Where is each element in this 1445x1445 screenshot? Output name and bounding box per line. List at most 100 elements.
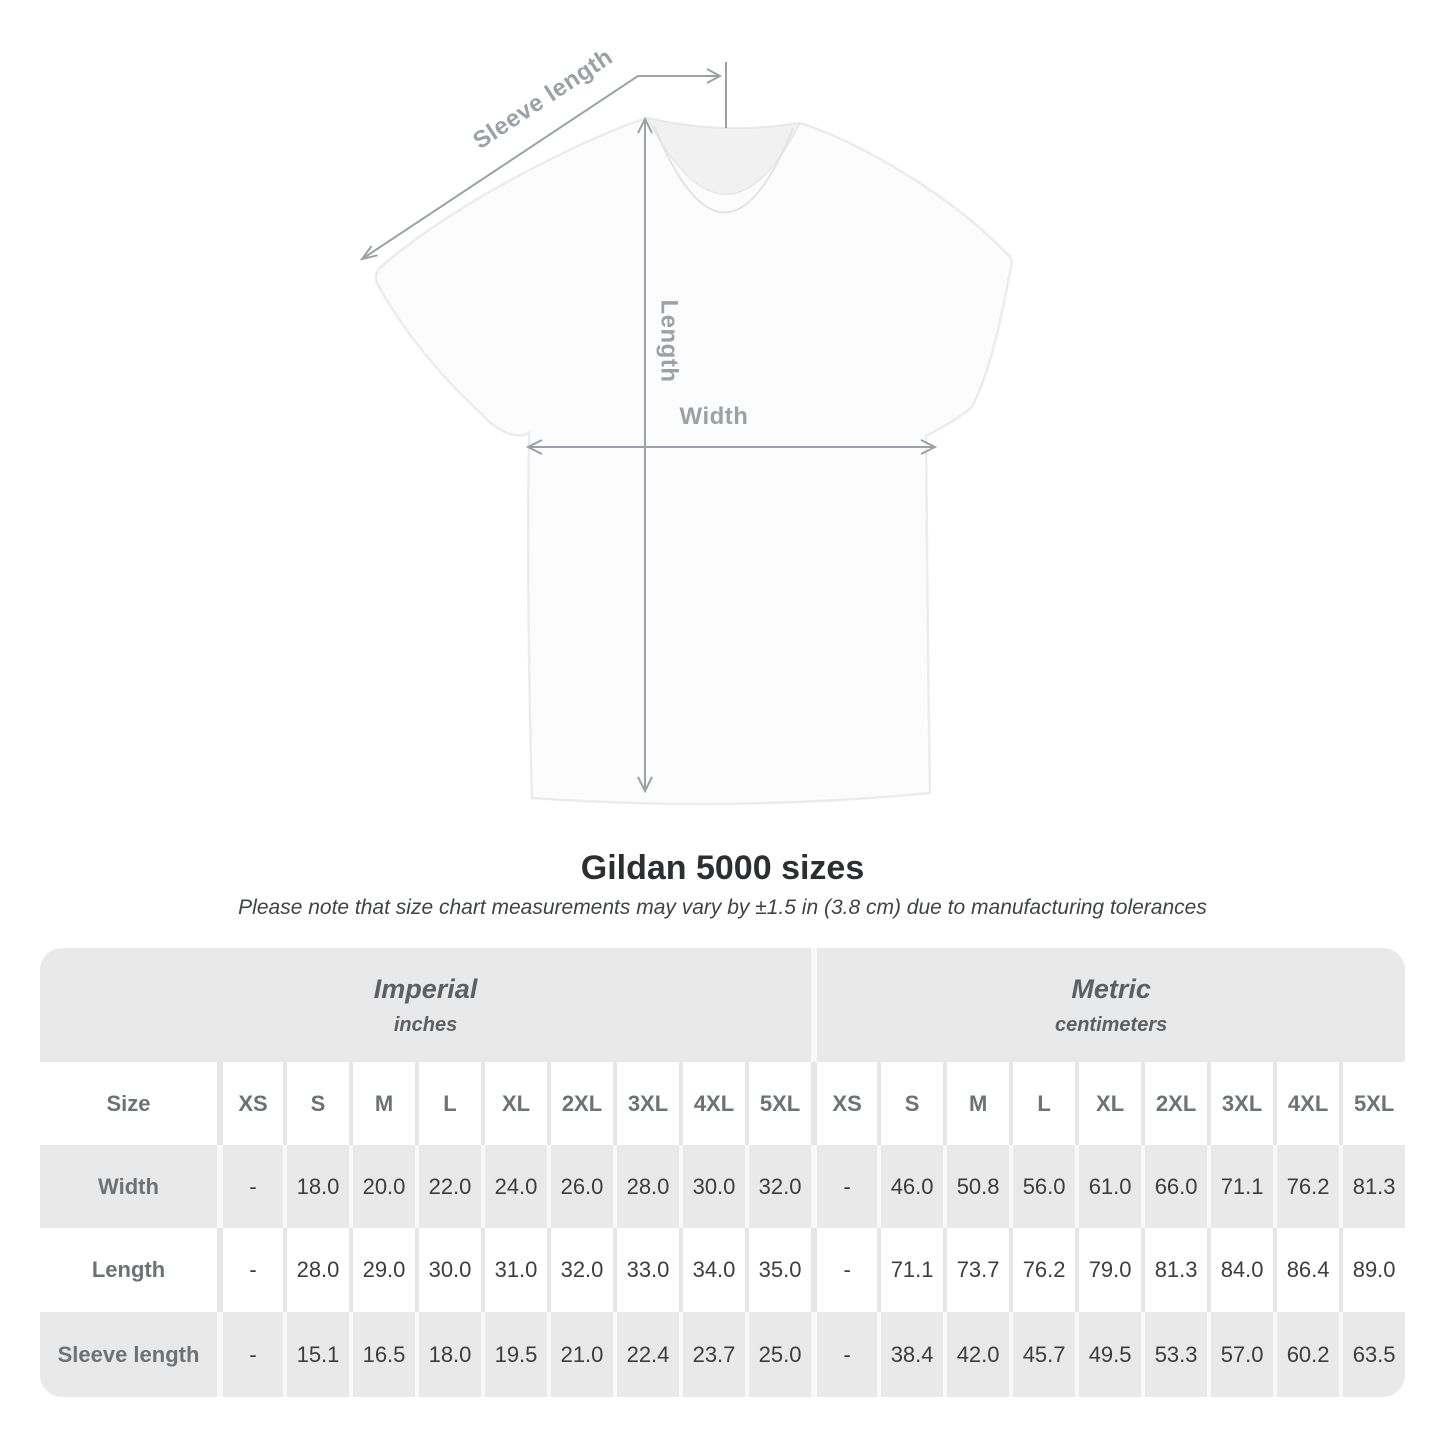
sleeve-length-value: 38.4 (877, 1312, 944, 1397)
size-col-header: XS (811, 1062, 878, 1145)
sleeve-length-value: - (217, 1312, 283, 1397)
length-value: 35.0 (745, 1228, 812, 1312)
sleeve-length-value: 21.0 (547, 1312, 613, 1397)
collar-band-seam (653, 125, 794, 214)
imperial-group-header: Imperial inches (40, 948, 812, 1062)
length-value: 71.1 (877, 1228, 944, 1312)
sleeve-length-row: Sleeve length - 15.1 16.5 18.0 19.5 21.0… (40, 1312, 1405, 1397)
length-value: 32.0 (547, 1228, 613, 1312)
length-value: 84.0 (1207, 1228, 1274, 1312)
sleeve-length-value: 49.5 (1075, 1312, 1142, 1397)
length-row: Length - 28.0 29.0 30.0 31.0 32.0 33.0 3… (40, 1228, 1405, 1312)
size-col-header: XS (217, 1062, 283, 1145)
imperial-label: Imperial (373, 973, 478, 1004)
width-value: 24.0 (481, 1145, 547, 1228)
length-value: 79.0 (1075, 1228, 1142, 1312)
width-label: Width (680, 403, 749, 430)
size-col-header: L (415, 1062, 481, 1145)
sleeve-length-value: 25.0 (745, 1312, 812, 1397)
width-value: 66.0 (1141, 1145, 1208, 1228)
sleeve-length-value: 23.7 (679, 1312, 745, 1397)
sleeve-length-value: 16.5 (349, 1312, 415, 1397)
size-chart: Imperial inches Metric centimeters Size … (40, 948, 1405, 1397)
width-value: 81.3 (1339, 1145, 1405, 1228)
width-value: 28.0 (613, 1145, 679, 1228)
sleeve-length-value: 22.4 (613, 1312, 679, 1397)
length-value: 33.0 (613, 1228, 679, 1312)
size-col-header: S (283, 1062, 349, 1145)
size-col-header: M (943, 1062, 1010, 1145)
length-value: 30.0 (415, 1228, 481, 1312)
sleeve-length-value: - (811, 1312, 878, 1397)
sleeve-length-value: 60.2 (1273, 1312, 1340, 1397)
imperial-unit: inches (393, 1013, 458, 1036)
metric-label: Metric (1071, 973, 1151, 1004)
width-value: 30.0 (679, 1145, 745, 1228)
size-chart-table: Imperial inches Metric centimeters Size … (40, 948, 1405, 1397)
width-value: 18.0 (283, 1145, 349, 1228)
size-col-header: 5XL (745, 1062, 812, 1145)
tshirt-illustration: Sleeve length Length Width (359, 43, 1014, 806)
width-value: 76.2 (1273, 1145, 1340, 1228)
width-value: 50.8 (943, 1145, 1010, 1228)
length-value: - (217, 1228, 283, 1312)
tshirt-shape (374, 116, 1014, 806)
size-col-header: S (877, 1062, 944, 1145)
size-col-header: 4XL (1273, 1062, 1340, 1145)
size-col-header: M (349, 1062, 415, 1145)
width-value: 20.0 (349, 1145, 415, 1228)
sleeve-length-value: 63.5 (1339, 1312, 1405, 1397)
length-value: 29.0 (349, 1228, 415, 1312)
collar-opening (645, 116, 802, 195)
sleeve-length-value: 42.0 (943, 1312, 1010, 1397)
length-value: 34.0 (679, 1228, 745, 1312)
length-value: 73.7 (943, 1228, 1010, 1312)
length-arrow: Length (637, 116, 683, 794)
size-col-header: 5XL (1339, 1062, 1405, 1145)
size-col-header: 2XL (547, 1062, 613, 1145)
sleeve-length-value: 57.0 (1207, 1312, 1274, 1397)
size-col-header: XL (481, 1062, 547, 1145)
width-value: 32.0 (745, 1145, 812, 1228)
width-value: 56.0 (1009, 1145, 1076, 1228)
width-value: 61.0 (1075, 1145, 1142, 1228)
width-value: 71.1 (1207, 1145, 1274, 1228)
size-header-row: Size XS S M L XL 2XL 3XL 4XL 5XL XS S M … (40, 1062, 1405, 1145)
sleeve-length-value: 18.0 (415, 1312, 481, 1397)
width-value: - (217, 1145, 283, 1228)
page-title: Gildan 5000 sizes (580, 849, 865, 887)
sleeve-length-value: 45.7 (1009, 1312, 1076, 1397)
length-value: 89.0 (1339, 1228, 1405, 1312)
length-row-header: Length (40, 1228, 217, 1312)
length-value: 81.3 (1141, 1228, 1208, 1312)
length-value: 76.2 (1009, 1228, 1076, 1312)
size-col-header: 4XL (679, 1062, 745, 1145)
size-col-header: 2XL (1141, 1062, 1208, 1145)
length-label: Length (656, 300, 683, 383)
width-row: Width - 18.0 20.0 22.0 24.0 26.0 28.0 30… (40, 1145, 1405, 1228)
width-row-header: Width (40, 1145, 217, 1228)
length-value: 31.0 (481, 1228, 547, 1312)
length-value: 28.0 (283, 1228, 349, 1312)
width-arrow: Width (525, 403, 938, 455)
sleeve-length-value: 15.1 (283, 1312, 349, 1397)
width-value: - (811, 1145, 878, 1228)
length-value: - (811, 1228, 878, 1312)
size-col-header: 3XL (1207, 1062, 1274, 1145)
metric-unit: centimeters (1054, 1013, 1168, 1036)
size-col-header: L (1009, 1062, 1076, 1145)
sleeve-length-row-header: Sleeve length (40, 1312, 217, 1397)
length-value: 86.4 (1273, 1228, 1340, 1312)
sleeve-length-value: 53.3 (1141, 1312, 1208, 1397)
width-value: 22.0 (415, 1145, 481, 1228)
unit-group-row: Imperial inches Metric centimeters (40, 948, 1405, 1062)
width-value: 46.0 (877, 1145, 944, 1228)
metric-group-header: Metric centimeters (811, 948, 1405, 1062)
tolerance-note: Please note that size chart measurements… (238, 896, 1207, 919)
size-col-header: 3XL (613, 1062, 679, 1145)
size-col-header: XL (1075, 1062, 1142, 1145)
size-row-header: Size (40, 1062, 217, 1145)
sleeve-length-value: 19.5 (481, 1312, 547, 1397)
width-value: 26.0 (547, 1145, 613, 1228)
